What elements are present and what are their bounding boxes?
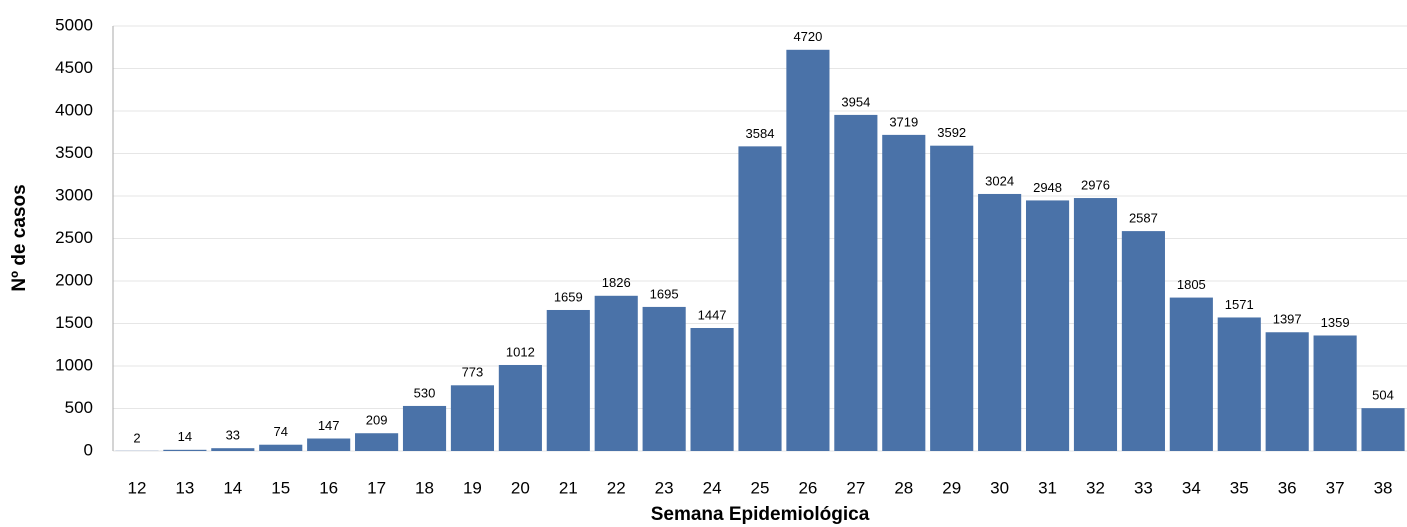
x-tick-label: 36 bbox=[1278, 478, 1297, 497]
bar bbox=[211, 448, 255, 451]
y-tick-label: 1000 bbox=[55, 355, 93, 374]
x-tick-label: 13 bbox=[175, 478, 194, 497]
bar bbox=[930, 145, 974, 451]
x-tick-label: 15 bbox=[271, 478, 290, 497]
data-label: 2976 bbox=[1081, 177, 1110, 192]
x-tick-label: 14 bbox=[223, 478, 242, 497]
x-tick-label: 25 bbox=[751, 478, 770, 497]
x-tick-label: 18 bbox=[415, 478, 434, 497]
x-tick-label: 38 bbox=[1374, 478, 1393, 497]
x-tick-label: 29 bbox=[942, 478, 961, 497]
x-tick-label: 35 bbox=[1230, 478, 1249, 497]
bar bbox=[1121, 231, 1165, 451]
x-tick-label: 30 bbox=[990, 478, 1009, 497]
x-tick-label: 31 bbox=[1038, 478, 1057, 497]
bar bbox=[546, 309, 590, 451]
data-label: 3584 bbox=[746, 126, 775, 141]
data-label: 3024 bbox=[985, 173, 1014, 188]
data-label: 1826 bbox=[602, 275, 631, 290]
y-tick-label: 2500 bbox=[55, 228, 93, 247]
x-tick-label: 21 bbox=[559, 478, 578, 497]
bar bbox=[1217, 317, 1261, 451]
data-label: 2587 bbox=[1129, 211, 1158, 226]
x-tick-label: 37 bbox=[1326, 478, 1345, 497]
x-tick-label: 16 bbox=[319, 478, 338, 497]
x-tick-label: 23 bbox=[655, 478, 674, 497]
x-tick-label: 32 bbox=[1086, 478, 1105, 497]
bar bbox=[690, 328, 734, 451]
data-label: 2948 bbox=[1033, 180, 1062, 195]
bar bbox=[307, 438, 351, 451]
y-tick-label: 0 bbox=[84, 440, 93, 459]
x-tick-label: 12 bbox=[128, 478, 147, 497]
y-tick-label: 4500 bbox=[55, 58, 93, 77]
bar bbox=[450, 385, 495, 451]
bar bbox=[978, 193, 1022, 451]
bar bbox=[1169, 297, 1213, 451]
bar bbox=[1025, 200, 1070, 451]
bar bbox=[642, 306, 686, 451]
y-tick-label: 5000 bbox=[55, 15, 93, 34]
data-label: 209 bbox=[366, 413, 388, 428]
data-label: 1571 bbox=[1225, 297, 1254, 312]
x-tick-label: 17 bbox=[367, 478, 386, 497]
bar bbox=[402, 405, 447, 451]
bar bbox=[594, 295, 638, 451]
bar bbox=[882, 134, 926, 451]
data-label: 1012 bbox=[506, 344, 535, 359]
bar bbox=[163, 449, 207, 451]
bar bbox=[1073, 198, 1118, 451]
bar bbox=[786, 49, 830, 452]
data-label: 773 bbox=[462, 365, 484, 380]
data-label: 14 bbox=[178, 429, 192, 444]
data-label: 3719 bbox=[889, 114, 918, 129]
bar bbox=[1313, 335, 1357, 451]
data-label: 1447 bbox=[698, 307, 727, 322]
bar bbox=[498, 364, 542, 451]
y-tick-label: 4000 bbox=[55, 100, 93, 119]
y-tick-label: 1500 bbox=[55, 313, 93, 332]
bar bbox=[1361, 408, 1405, 451]
x-tick-label: 27 bbox=[846, 478, 865, 497]
x-tick-label: 24 bbox=[703, 478, 722, 497]
y-tick-label: 3000 bbox=[55, 185, 93, 204]
x-tick-label: 28 bbox=[894, 478, 913, 497]
bar bbox=[259, 444, 303, 451]
y-tick-label: 500 bbox=[65, 398, 93, 417]
x-tick-label: 33 bbox=[1134, 478, 1153, 497]
data-label: 1359 bbox=[1321, 315, 1350, 330]
data-label: 3592 bbox=[937, 125, 966, 140]
data-label: 74 bbox=[274, 424, 288, 439]
bar bbox=[1265, 332, 1309, 451]
data-label: 3954 bbox=[841, 94, 870, 109]
x-tick-label: 20 bbox=[511, 478, 530, 497]
x-tick-label: 26 bbox=[798, 478, 817, 497]
x-axis-title: Semana Epidemiológica bbox=[651, 504, 870, 525]
data-label: 33 bbox=[226, 428, 240, 443]
bar bbox=[738, 146, 782, 452]
bar bbox=[834, 114, 878, 451]
data-label: 2 bbox=[133, 430, 140, 445]
y-axis-title: Nº de casos bbox=[9, 184, 30, 291]
data-label: 1659 bbox=[554, 289, 583, 304]
data-label: 1397 bbox=[1273, 312, 1302, 327]
data-label: 1695 bbox=[650, 286, 679, 301]
bar bbox=[355, 433, 399, 451]
data-label: 4720 bbox=[793, 29, 822, 44]
y-tick-label: 3500 bbox=[55, 143, 93, 162]
data-label: 504 bbox=[1372, 388, 1394, 403]
x-tick-label: 19 bbox=[463, 478, 482, 497]
x-tick-label: 22 bbox=[607, 478, 626, 497]
y-tick-label: 2000 bbox=[55, 270, 93, 289]
data-label: 147 bbox=[318, 418, 340, 433]
x-tick-label: 34 bbox=[1182, 478, 1201, 497]
data-label: 1805 bbox=[1177, 277, 1206, 292]
data-label: 530 bbox=[414, 385, 436, 400]
